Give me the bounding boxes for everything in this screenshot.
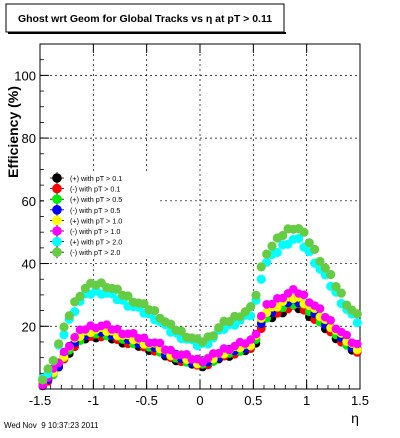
data-point [294, 233, 304, 244]
data-point [123, 291, 133, 301]
data-point [113, 324, 122, 334]
title-frame [5, 3, 285, 33]
legend: (+) with pT > 0.1(-) with pT > 0.1(+) wi… [44, 172, 160, 259]
data-point [43, 364, 53, 374]
data-point [304, 238, 314, 248]
tick-labels: -1.5 -1 -0.5 0 0.5 1 1.5 20 40 60 80 100 [14, 68, 369, 408]
data-point [70, 332, 79, 342]
chart-title: Ghost wrt Geom for Global Tracks vs η at… [18, 13, 272, 25]
x-tick-label: 0 [196, 393, 203, 408]
legend-marker [52, 194, 62, 204]
data-point [139, 333, 149, 343]
x-tick-label: -1 [88, 393, 100, 408]
data-points [38, 224, 362, 391]
y-tick-label: 20 [22, 319, 36, 334]
data-point [256, 262, 266, 272]
data-point [310, 244, 320, 254]
data-point [299, 290, 309, 300]
legend-entry-label: (-) with pT > 0.1 [70, 185, 120, 194]
data-point [272, 247, 282, 258]
footer-timestamp: Wed Nov 9 10:37:23 2011 [4, 421, 99, 430]
legend-entry-label: (+) with pT > 0.1 [70, 174, 122, 183]
data-point [59, 347, 69, 357]
data-point [315, 256, 325, 266]
legend-entry-label: (-) with pT > 2.0 [70, 248, 120, 257]
y-tick-label: 40 [22, 257, 36, 272]
data-point [182, 350, 191, 359]
data-point [65, 342, 74, 351]
x-axis-label: η [351, 410, 359, 426]
legend-entry-label: (+) with pT > 0.5 [70, 195, 122, 204]
title-shadow [8, 32, 286, 34]
data-point [129, 328, 138, 338]
data-point [112, 284, 122, 294]
data-point [267, 299, 277, 309]
data-point [353, 339, 362, 349]
data-point [139, 299, 149, 309]
data-point [331, 282, 341, 292]
data-point [214, 323, 224, 333]
legend-marker [52, 173, 62, 183]
title-box: Ghost wrt Geom for Global Tracks vs η at… [5, 3, 286, 34]
data-point [150, 306, 160, 316]
data-point [246, 302, 256, 312]
data-point [246, 335, 255, 344]
data-point [352, 318, 362, 328]
data-point [342, 330, 352, 340]
data-point [352, 309, 362, 319]
axis-ticks [39, 43, 361, 390]
x-tick-label: 0.5 [244, 393, 262, 408]
legend-marker [52, 183, 62, 194]
y-axis-label: Efficiency (%) [5, 86, 21, 178]
data-point [320, 263, 330, 273]
data-point [251, 290, 261, 300]
y-tick-label: 100 [14, 68, 36, 83]
legend-entry-label: (+) with pT > 2.0 [70, 238, 122, 247]
data-point [155, 338, 165, 348]
data-point [64, 311, 74, 321]
legend-entry-label: (-) with pT > 1.0 [70, 227, 120, 236]
data-point [251, 329, 261, 339]
data-point [257, 311, 266, 321]
data-point [176, 326, 186, 336]
data-point [326, 269, 336, 280]
data-point [166, 319, 176, 329]
data-point [299, 227, 309, 237]
y-tick-label: 60 [22, 194, 36, 209]
data-point [54, 339, 64, 349]
data-point [262, 249, 272, 259]
legend-marker [52, 215, 62, 226]
y-tick-label: 80 [22, 131, 36, 146]
data-point [208, 331, 218, 341]
legend-box [44, 172, 160, 258]
data-point [75, 291, 85, 301]
legend-marker [52, 236, 62, 247]
legend-marker [52, 247, 62, 257]
data-point [267, 241, 277, 251]
legend-marker [52, 205, 62, 215]
x-tick-label: -0.5 [135, 393, 157, 408]
data-point [38, 375, 48, 385]
grid-lines [40, 44, 360, 389]
legend-entry-label: (+) with pT > 1.0 [70, 216, 122, 225]
legend-entry-label: (-) with pT > 0.5 [70, 206, 120, 215]
data-point [278, 230, 288, 241]
data-point [59, 322, 69, 332]
data-point [336, 288, 346, 298]
data-point [48, 356, 58, 366]
data-point [256, 274, 266, 284]
data-point [59, 330, 69, 340]
x-tick-label: 1.5 [351, 393, 369, 408]
legend-marker [52, 226, 62, 236]
data-point [326, 316, 336, 325]
data-point [166, 345, 175, 355]
x-tick-label: -1.5 [29, 393, 51, 408]
data-point [315, 304, 325, 313]
x-tick-label: 1 [303, 393, 310, 408]
